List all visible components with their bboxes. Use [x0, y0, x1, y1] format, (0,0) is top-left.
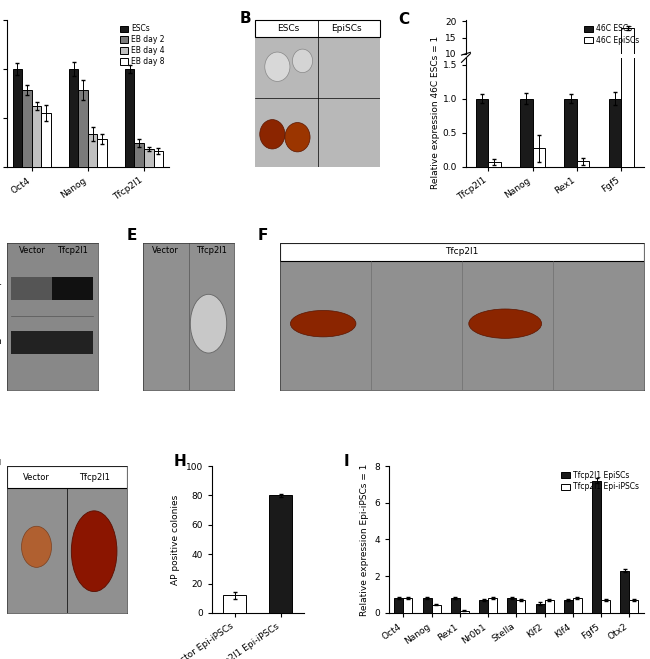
Bar	[11, 277, 93, 300]
Circle shape	[265, 52, 290, 82]
Text: C: C	[398, 13, 410, 27]
Bar	[620, 571, 629, 613]
Bar	[12, 69, 22, 167]
Text: Vector: Vector	[19, 246, 46, 255]
Text: G: G	[0, 454, 1, 469]
Bar	[269, 496, 292, 613]
Bar	[601, 600, 610, 613]
Bar	[395, 598, 404, 613]
Text: H: H	[174, 454, 186, 469]
Bar	[564, 99, 577, 167]
Bar	[520, 83, 532, 86]
Bar	[573, 598, 582, 613]
Bar	[520, 99, 532, 167]
Bar	[532, 85, 545, 86]
Bar	[460, 611, 469, 613]
Bar	[153, 151, 163, 167]
Circle shape	[285, 123, 310, 152]
Bar	[532, 148, 545, 167]
Bar	[42, 113, 51, 167]
Bar	[609, 99, 621, 167]
Bar	[88, 134, 97, 167]
Bar	[98, 139, 107, 167]
Bar	[135, 143, 144, 167]
Text: Tfcp2l1: Tfcp2l1	[79, 473, 110, 482]
Circle shape	[291, 310, 356, 337]
Text: Vector: Vector	[23, 473, 50, 482]
Circle shape	[260, 119, 285, 149]
Bar	[422, 598, 432, 613]
Text: α-Tubulin: α-Tubulin	[0, 337, 2, 346]
Legend: 46C ESCs, 46C EpiSCs: 46C ESCs, 46C EpiSCs	[584, 24, 640, 45]
Bar	[79, 90, 88, 167]
Text: E: E	[127, 228, 137, 243]
Bar	[577, 161, 590, 167]
Text: F: F	[257, 228, 268, 243]
Ellipse shape	[21, 527, 51, 567]
Bar	[545, 600, 554, 613]
Bar	[508, 598, 516, 613]
Legend: ESCs, EB day 2, EB day 4, EB day 8: ESCs, EB day 2, EB day 4, EB day 8	[119, 24, 166, 67]
Bar	[404, 598, 413, 613]
Y-axis label: Relative expression Epi-iPSCs = 1: Relative expression Epi-iPSCs = 1	[360, 463, 369, 616]
Text: I: I	[343, 454, 349, 469]
Bar	[476, 83, 488, 86]
Bar	[516, 600, 525, 613]
Text: B: B	[240, 11, 252, 26]
Bar	[536, 604, 545, 613]
Bar	[564, 83, 577, 86]
Bar	[488, 598, 497, 613]
Bar	[564, 600, 573, 613]
Bar	[69, 69, 79, 167]
Bar	[592, 481, 601, 613]
Text: EpiSCs: EpiSCs	[332, 24, 362, 33]
Bar	[280, 243, 644, 260]
Bar	[125, 69, 135, 167]
Legend: Tfcp2l1 EpiSCs, Tfcp2l1 Epi-iPSCs: Tfcp2l1 EpiSCs, Tfcp2l1 Epi-iPSCs	[561, 470, 640, 492]
Text: Tfcp2l1: Tfcp2l1	[57, 246, 88, 255]
Text: Vector: Vector	[152, 246, 179, 255]
Bar	[609, 83, 621, 86]
Circle shape	[190, 295, 227, 353]
Bar	[144, 149, 153, 167]
Bar	[476, 99, 488, 167]
Bar	[52, 277, 93, 300]
Circle shape	[292, 49, 313, 72]
Bar	[488, 162, 500, 167]
Text: ESCs: ESCs	[278, 24, 300, 33]
Bar	[224, 595, 246, 613]
Bar	[451, 598, 460, 613]
Y-axis label: Relative expression 46C ESCs = 1: Relative expression 46C ESCs = 1	[431, 36, 440, 189]
Text: Tfcp2l1: Tfcp2l1	[196, 246, 227, 255]
Bar	[621, 28, 634, 86]
Bar	[6, 466, 127, 488]
Bar	[432, 604, 441, 613]
Text: Tfcp2l1: Tfcp2l1	[0, 278, 2, 287]
Bar	[32, 106, 42, 167]
Bar	[255, 20, 380, 38]
Bar	[621, 0, 634, 167]
Circle shape	[469, 309, 541, 338]
Bar	[22, 90, 32, 167]
Ellipse shape	[72, 511, 117, 592]
Y-axis label: AP positive colonies: AP positive colonies	[171, 494, 180, 585]
Bar	[11, 331, 93, 355]
Bar	[479, 600, 488, 613]
Text: Tfcp2l1: Tfcp2l1	[445, 247, 478, 256]
Bar	[629, 600, 638, 613]
